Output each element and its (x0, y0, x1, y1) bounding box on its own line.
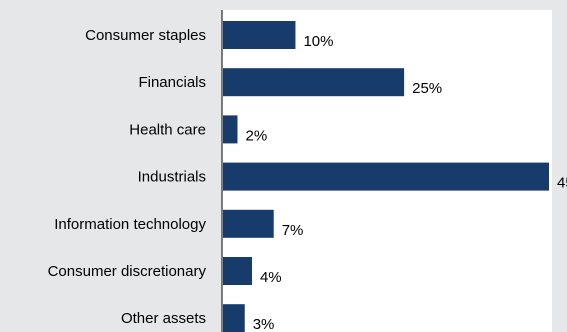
category-labels: Consumer staples Financials Health care Ind… (48, 27, 207, 327)
value-label: 3% (253, 316, 275, 332)
category-label: Consumer discretionary (48, 263, 207, 280)
category-label: Financials (138, 74, 206, 91)
bar (223, 21, 296, 49)
bar (223, 257, 252, 285)
value-label: 45% (557, 175, 567, 192)
bar (223, 304, 245, 332)
bar (223, 68, 405, 97)
value-label: 7% (282, 222, 304, 239)
bars (223, 21, 549, 332)
value-label: 2% (245, 127, 267, 144)
value-label: 25% (412, 80, 442, 97)
category-label: Other assets (121, 310, 206, 327)
category-label: Consumer staples (85, 27, 206, 44)
category-label: Information technology (54, 216, 206, 233)
bar (223, 162, 549, 191)
bar (223, 209, 274, 238)
value-label: 4% (260, 269, 282, 286)
bar (223, 115, 238, 144)
category-label: Health care (129, 121, 206, 138)
value-label: 10% (303, 33, 333, 50)
value-labels: 10% 25% 2% 45% 7% 4% 3% (245, 33, 567, 332)
category-label: Industrials (138, 169, 206, 186)
